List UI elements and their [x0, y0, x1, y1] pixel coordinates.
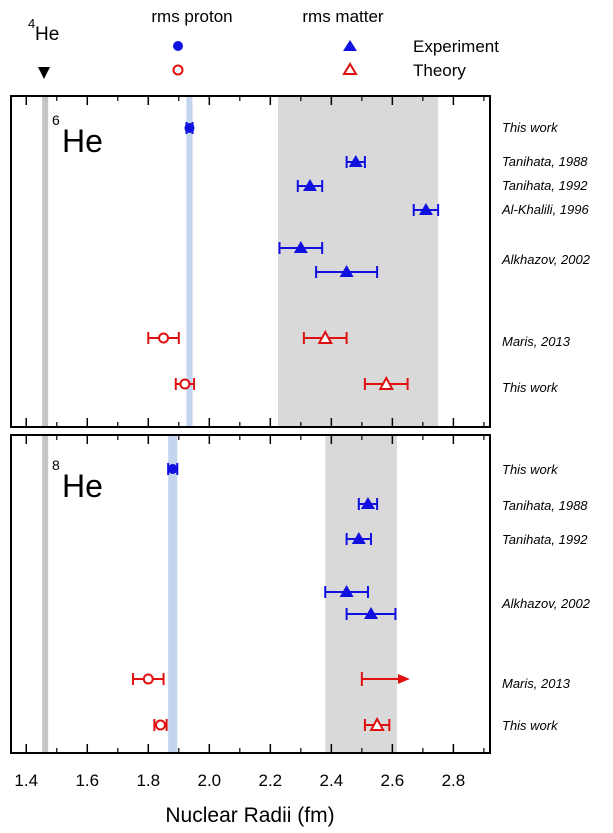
- legend-experiment-matter-marker: [343, 40, 357, 51]
- panel-he6-proton-point: [179, 378, 191, 390]
- panel-he8-he4-band: [42, 435, 49, 753]
- panel-he8-proton-point: [167, 464, 178, 474]
- panel-he8-row-label: This work: [502, 462, 559, 477]
- panel-he8-matter-point: [369, 716, 385, 731]
- panel-he6-matter-point: [418, 203, 433, 215]
- x-tick-label: 2.6: [381, 771, 405, 790]
- panel-he8-row-label: Tanihata, 1992: [502, 532, 588, 547]
- panel-he6-row-label: Maris, 2013: [502, 334, 571, 349]
- panel-he8-proton-point: [154, 719, 166, 731]
- legend-theory-proton-marker: [172, 64, 184, 76]
- panel-he8-row-label: Tanihata, 1988: [502, 498, 588, 513]
- panel-he6-matter-point: [348, 155, 363, 167]
- panel-he8-proton-band: [168, 435, 178, 753]
- panel-he6-isotope: He: [62, 123, 103, 159]
- panel-he8-isotope: He: [62, 468, 103, 504]
- panel-he8-proton-point: [142, 673, 154, 685]
- panel-he6-matter-point: [339, 265, 354, 277]
- panel-he6-row-label: Tanihata, 1988: [502, 154, 588, 169]
- panel-he8-matter-band: [325, 435, 397, 753]
- panel-he6-mass-number: 6: [52, 112, 60, 128]
- panel-he8-mass-number: 8: [52, 457, 60, 473]
- panel-he6-row-label: This work: [502, 120, 559, 135]
- x-tick-label: 2.8: [442, 771, 466, 790]
- panel-he6-row-label: Alkhazov, 2002: [501, 252, 591, 267]
- legend-experiment-label: Experiment: [413, 37, 499, 56]
- panel-he6-matter-band: [277, 96, 439, 427]
- panel-he6-matter-point: [378, 375, 394, 390]
- panel-he6-row-label: Al-Khalili, 1996: [501, 202, 589, 217]
- panel-he8-matter-point: [351, 532, 366, 544]
- panel-he6-marks: [147, 122, 440, 390]
- panel-he6-matter-point: [317, 329, 333, 344]
- panel-he6-matter-point: [302, 179, 317, 191]
- panel-he8-matter-point: [360, 497, 375, 509]
- panel-he8-row-label: This work: [502, 718, 559, 733]
- he4-label: He: [35, 24, 59, 45]
- panel-he8-row-label: Maris, 2013: [502, 676, 571, 691]
- panel-he6-row-labels: This work Tanihata, 1988 Tanihata, 1992 Al-…: [501, 120, 591, 395]
- legend-proton-header: rms proton: [151, 7, 232, 26]
- panel-he6-frame: [10, 95, 491, 428]
- legend-theory-matter-marker: [342, 62, 358, 75]
- x-tick-label: 1.8: [136, 771, 160, 790]
- x-tick-label: 2.0: [197, 771, 221, 790]
- panel-he8-frame: [10, 434, 491, 754]
- panel-he6-row-label: This work: [502, 380, 559, 395]
- panel-he8-marks: [132, 463, 410, 731]
- x-tick-label: 2.4: [320, 771, 344, 790]
- legend-matter-header: rms matter: [302, 7, 384, 26]
- x-axis-label: Nuclear Radii (fm): [165, 804, 334, 827]
- panel-he8-bands: [42, 435, 397, 753]
- panel-he8-matter-point: [364, 607, 379, 619]
- panel-he6-proton-point: [158, 332, 170, 344]
- panel-he6-proton-band: [186, 96, 193, 427]
- x-tick-label: 1.4: [14, 771, 38, 790]
- x-tick-label: 2.2: [259, 771, 283, 790]
- panel-he8-matter-point: [339, 585, 354, 597]
- panel-he8-limit-arrow-icon: [397, 674, 410, 684]
- panel-he6-he4-band: [42, 96, 49, 427]
- panel-he8: 8 He This work Tanihata, 1988 Tanihata, 19…: [10, 434, 591, 754]
- panel-he6-proton-point: [184, 123, 195, 133]
- legend-theory-label: Theory: [413, 61, 466, 80]
- he4-pointer-icon: [38, 67, 50, 79]
- x-tick-labels: 1.4 1.6 1.8 2.0 2.2 2.4 2.6 2.8: [14, 771, 465, 790]
- panel-he6-row-label: Tanihata, 1992: [502, 178, 588, 193]
- panel-he6-bands: [42, 96, 439, 427]
- panel-he8-row-labels: This work Tanihata, 1988 Tanihata, 1992 Alk…: [501, 462, 591, 733]
- panel-he6-matter-point: [293, 241, 308, 253]
- panel-he6: 6 He This work Tanihata, 1988 Tanihata, 19…: [10, 95, 591, 428]
- x-tick-label: 1.6: [75, 771, 99, 790]
- legend-experiment-proton-marker: [173, 41, 183, 51]
- he4-mass-number: 4: [28, 16, 35, 31]
- panel-he8-row-label: Alkhazov, 2002: [501, 596, 591, 611]
